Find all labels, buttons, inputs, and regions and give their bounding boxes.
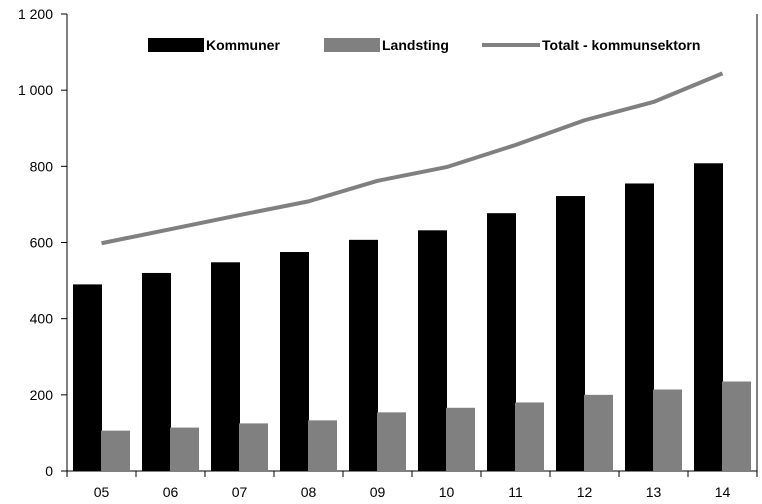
legend-swatch-landsting [324, 38, 380, 52]
bar-landsting-05 [101, 430, 130, 471]
y-tick-label: 600 [30, 235, 54, 251]
bar-kommuner-10 [418, 230, 447, 471]
x-tick-label: 11 [508, 484, 523, 500]
x-tick-label: 06 [163, 484, 179, 500]
y-tick-label: 200 [30, 387, 54, 403]
bar-kommuner-09 [349, 239, 378, 471]
legend-label: Landsting [382, 37, 449, 53]
bar-landsting-08 [308, 420, 337, 471]
bar-kommuner-12 [556, 196, 585, 471]
bar-landsting-13 [653, 389, 682, 471]
x-tick-label: 05 [94, 484, 110, 500]
y-tick-label: 0 [45, 463, 53, 479]
bar-kommuner-13 [625, 183, 654, 472]
bar-kommuner-05 [73, 284, 102, 471]
legend-swatch-kommuner [148, 38, 204, 52]
bar-landsting-10 [446, 407, 475, 471]
legend-label: Kommuner [206, 37, 280, 53]
bar-landsting-09 [377, 412, 406, 471]
y-tick-label: 1 000 [18, 82, 53, 98]
x-tick-label: 08 [301, 484, 317, 500]
x-tick-label: 13 [646, 484, 662, 500]
bar-kommuner-11 [487, 213, 516, 471]
y-axis: 0 200 400 600 800 1 000 1 200 [18, 6, 67, 479]
bar-kommuner-06 [142, 272, 171, 471]
x-tick-label: 07 [232, 484, 248, 500]
bars [73, 163, 751, 472]
total-line [101, 71, 724, 246]
x-tick-label: 14 [715, 484, 731, 500]
line-totalt [101, 71, 724, 246]
bar-landsting-14 [722, 381, 751, 471]
y-tick-label: 800 [30, 158, 54, 174]
x-axis: 05 06 07 08 09 10 11 12 13 14 [66, 471, 758, 500]
x-tick-label: 10 [439, 484, 455, 500]
bar-landsting-12 [584, 394, 613, 471]
bar-landsting-11 [515, 402, 544, 471]
bar-landsting-06 [170, 427, 199, 471]
legend: Kommuner Landsting Totalt - kommunsektorn [148, 37, 700, 53]
legend-label: Totalt - kommunsektorn [542, 37, 700, 53]
bar-landsting-07 [239, 423, 268, 471]
bar-kommuner-07 [211, 262, 240, 471]
x-tick-label: 12 [577, 484, 593, 500]
bar-kommuner-08 [280, 252, 309, 471]
y-tick-label: 400 [30, 311, 54, 327]
x-tick-label: 09 [370, 484, 386, 500]
y-tick-label: 1 200 [18, 6, 53, 22]
bar-kommuner-14 [694, 163, 723, 471]
